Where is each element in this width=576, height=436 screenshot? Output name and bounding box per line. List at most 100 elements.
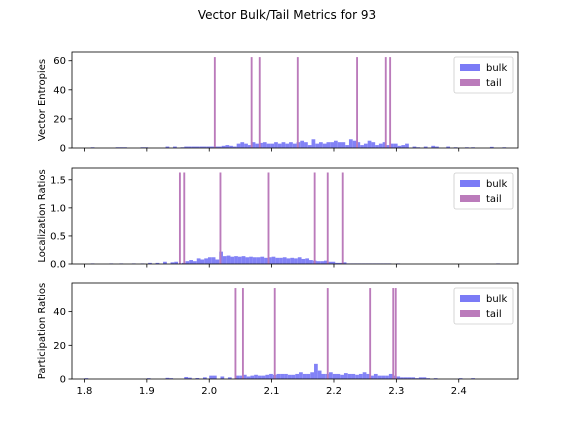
bulk-bar: [302, 373, 307, 379]
bulk-bar: [281, 142, 286, 148]
bulk-bar: [241, 256, 246, 264]
bulk-bar: [345, 145, 349, 148]
bulk-bar: [169, 378, 174, 379]
bulk-bar: [489, 146, 494, 148]
y-tick-label: 20: [53, 341, 66, 352]
tail-spike: [392, 288, 395, 379]
bulk-bar: [290, 257, 295, 264]
bulk-bar: [336, 373, 341, 379]
y-tick-label: 0: [60, 375, 66, 386]
bulk-bar: [341, 142, 346, 148]
bulk-bar: [418, 377, 423, 379]
y-tick-label: 40: [53, 85, 66, 96]
bulk-bar: [299, 372, 303, 379]
x-tick-label: 2.3: [388, 386, 404, 397]
bulk-bar: [390, 143, 394, 148]
bulk-bar: [165, 377, 170, 379]
bulk-bar: [163, 261, 167, 264]
bulk-bar: [433, 378, 438, 379]
bulk-bar: [193, 261, 197, 264]
bulk-bar: [371, 142, 376, 148]
bulk-bar: [471, 378, 475, 379]
x-tick-label: 1.8: [77, 386, 93, 397]
tail-spike: [178, 172, 181, 264]
bulk-bar: [307, 145, 312, 148]
tail-spike: [341, 172, 344, 264]
bulk-bar: [217, 146, 222, 148]
tail-spike: [326, 288, 329, 379]
bulk-bar: [275, 257, 280, 264]
tail-spike: [219, 172, 222, 264]
bulk-bar: [225, 145, 230, 148]
bulk-bar: [287, 374, 292, 379]
bulk-bar: [280, 373, 285, 379]
bulk-bar: [226, 255, 231, 264]
bulk-bar: [322, 143, 327, 148]
bulk-bar: [319, 142, 323, 148]
bulk-bar: [266, 143, 271, 148]
bulk-bar: [304, 142, 308, 148]
bulk-bar: [343, 373, 348, 379]
legend-label-bulk: bulk: [486, 63, 507, 74]
series-bulk: [90, 139, 507, 148]
bulk-bar: [195, 377, 200, 379]
bulk-bar: [227, 377, 232, 379]
bulk-bar: [244, 143, 248, 148]
y-tick-label: 1.5: [50, 175, 66, 186]
bulk-bar: [257, 375, 262, 379]
bulk-bar: [260, 256, 265, 264]
x-tick-label: 1.9: [139, 386, 155, 397]
bulk-bar: [300, 140, 305, 148]
bulk-bar: [246, 376, 251, 379]
bulk-bar: [155, 262, 160, 264]
tail-spike: [326, 172, 329, 264]
bulk-bar: [366, 373, 371, 379]
bulk-bar: [202, 377, 207, 379]
bulk-bar: [295, 373, 300, 379]
plot-marks: [84, 288, 475, 379]
bulk-bar: [271, 256, 276, 264]
bulk-bar: [237, 256, 242, 264]
bulk-bar: [321, 373, 326, 379]
series-tail: [178, 172, 344, 264]
y-tick-label: 0.5: [50, 231, 66, 242]
y-tick-label: 1.0: [50, 203, 66, 214]
plot-marks: [90, 57, 507, 148]
bulk-bar: [206, 146, 211, 148]
bulk-bar: [401, 145, 406, 148]
bulk-bar: [342, 262, 347, 264]
tail-spike: [241, 288, 244, 379]
bulk-bar: [422, 377, 427, 379]
bulk-bar: [232, 146, 237, 148]
bulk-bar: [320, 261, 325, 264]
legend-label-tail: tail: [486, 78, 502, 89]
bulk-bar: [202, 146, 207, 148]
bulk-bar: [234, 256, 238, 264]
bulk-bar: [405, 143, 409, 148]
bulk-bar: [261, 375, 266, 379]
y-axis-label: Participation Ratios: [37, 283, 48, 380]
bulk-bar: [446, 146, 451, 148]
bulk-bar: [289, 142, 293, 148]
bulk-bar: [335, 262, 339, 264]
bulk-bar: [265, 374, 270, 379]
bulk-bar: [333, 140, 338, 148]
bulk-bar: [249, 256, 253, 264]
bulk-bar: [184, 376, 189, 379]
y-tick-label: 0.0: [50, 260, 66, 271]
bulk-bar: [212, 375, 217, 379]
bulk-bar: [327, 261, 332, 264]
bulk-bar: [200, 259, 205, 264]
x-tick-label: 2.2: [326, 386, 342, 397]
tail-spike: [250, 57, 253, 148]
bulk-bar: [195, 146, 200, 148]
plot-marks: [90, 172, 500, 264]
y-axis-label: Vector Entropies: [37, 59, 48, 141]
bulk-bar: [316, 261, 321, 264]
bulk-bar: [245, 257, 250, 264]
x-tick-label: 2.4: [451, 386, 467, 397]
bulk-bar: [347, 373, 352, 379]
bulk-bar: [388, 373, 393, 379]
bulk-bar: [285, 143, 290, 148]
bulk-bar: [431, 145, 436, 148]
